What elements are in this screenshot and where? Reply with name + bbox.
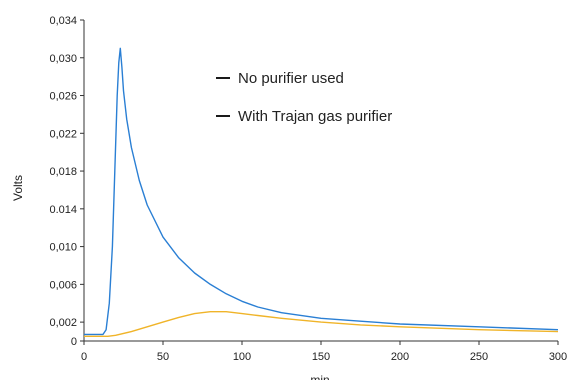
y-axis-title: Volts: [11, 175, 25, 201]
y-tick-label: 0,006: [49, 279, 77, 291]
x-tick-label: 300: [549, 351, 567, 363]
x-tick-label: 0: [81, 351, 87, 363]
x-tick-label: 100: [233, 351, 251, 363]
y-tick-label: 0,022: [49, 128, 77, 140]
y-tick-label: 0,026: [49, 91, 77, 103]
y-tick-label: 0,030: [49, 53, 77, 65]
y-tick-label: 0: [71, 336, 77, 348]
legend-label: No purifier used: [238, 70, 344, 87]
axes: 0 0,002 0,006 0,010 0.014 0,018 0,022 0,026 0,03…: [49, 15, 567, 363]
x-tick-label: 250: [470, 351, 488, 363]
legend-label: With Trajan gas purifier: [238, 108, 392, 125]
y-tick-label: 0,018: [49, 166, 77, 178]
x-axis-title: min: [310, 373, 329, 380]
y-tick-label: 0,010: [49, 242, 77, 254]
x-tick-label: 150: [312, 351, 330, 363]
y-tick-label: 0.014: [49, 204, 77, 216]
x-tick-label: 200: [391, 351, 409, 363]
series-group: [84, 47, 559, 337]
y-tick-label: 0,034: [49, 15, 77, 27]
series-line-trajan-purifier: [84, 311, 559, 337]
legend: No purifier used With Trajan gas purifier: [216, 70, 392, 125]
series-line-no-purifier: [84, 47, 559, 336]
x-tick-label: 50: [157, 351, 169, 363]
y-tick-label: 0,002: [49, 317, 77, 329]
